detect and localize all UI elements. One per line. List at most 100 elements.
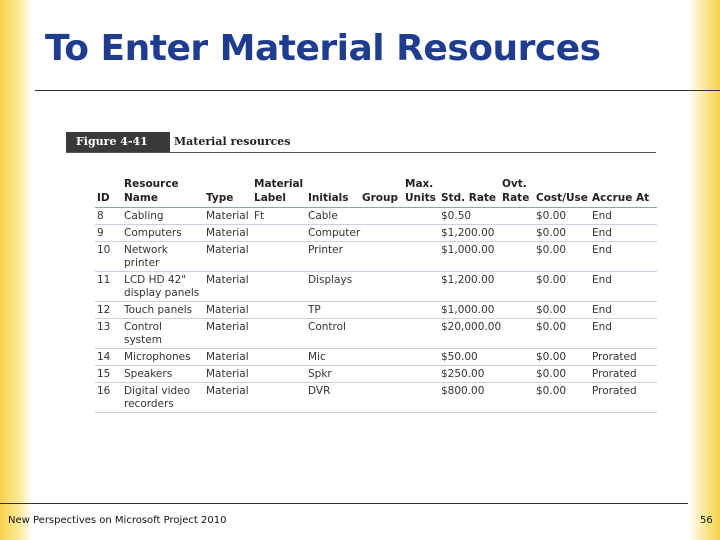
table-cell: 16 [95, 382, 122, 413]
table-cell: 14 [95, 348, 122, 366]
figure-label: Figure 4-41 [66, 132, 170, 152]
table-cell [252, 224, 306, 242]
table-cell: $0.00 [534, 207, 590, 225]
table-cell: Control system [122, 318, 204, 349]
left-band [0, 0, 32, 540]
footer-text: New Perspectives on Microsoft Project 20… [8, 515, 227, 526]
table-cell [360, 318, 403, 349]
table-row: 16 Digital video recorders Material DVR $800… [95, 382, 657, 413]
table-row: 8 Cabling Material Ft Cable $0.50 $0.00 End [95, 207, 657, 225]
table-cell: Material [204, 382, 252, 413]
table-cell: 8 [95, 207, 122, 225]
table-cell: 9 [95, 224, 122, 242]
figure-bar: Figure 4-41 Material resources [66, 132, 656, 153]
table-cell: $0.00 [534, 271, 590, 302]
table-cell: 15 [95, 365, 122, 383]
table-cell: 11 [95, 271, 122, 302]
title: To Enter Material Resources [45, 28, 601, 69]
table-row: 14 Microphones Material Mic $50.00 $0.00 Prora… [95, 348, 657, 366]
header-cell: Ovt. Rate [500, 176, 534, 208]
table-cell: Network printer [122, 241, 204, 272]
table-cell: Material [204, 224, 252, 242]
table-cell [500, 241, 534, 272]
table-cell [360, 382, 403, 413]
table-cell [360, 224, 403, 242]
table-cell: End [590, 318, 657, 349]
table-cell: Material [204, 318, 252, 349]
table-cell [500, 224, 534, 242]
table-cell: 12 [95, 301, 122, 319]
header-cell: Resource Name [122, 176, 204, 208]
table-cell [500, 348, 534, 366]
table-cell: $1,000.00 [439, 301, 500, 319]
footer-rule [0, 503, 688, 504]
table-cell: $0.00 [534, 318, 590, 349]
table-cell [252, 365, 306, 383]
table-cell: $0.00 [534, 365, 590, 383]
page-number: 56 [700, 515, 713, 526]
table-row: 11 LCD HD 42" display panels Material Displ… [95, 271, 657, 302]
table-cell [403, 301, 439, 319]
table-cell: Mic [306, 348, 360, 366]
table-cell: Control [306, 318, 360, 349]
header-cell: Max. Units [403, 176, 439, 208]
table-cell: Computers [122, 224, 204, 242]
header-cell: Type [204, 176, 252, 208]
table-cell [252, 301, 306, 319]
table-cell: End [590, 224, 657, 242]
header-cell: Std. Rate [439, 176, 500, 208]
table-cell: 10 [95, 241, 122, 272]
table-cell: Material [204, 365, 252, 383]
table-cell: DVR [306, 382, 360, 413]
resource-table: ID Resource Name Type Material Label Initial… [95, 176, 657, 413]
table-cell: End [590, 207, 657, 225]
table-cell: 13 [95, 318, 122, 349]
table-cell: $20,000.00 [439, 318, 501, 349]
table-cell: Cable [306, 207, 360, 225]
table-cell: Cabling [122, 207, 204, 225]
table-cell: End [590, 241, 657, 272]
table-cell [252, 271, 306, 302]
table-cell: $1,200.00 [439, 271, 500, 302]
table-cell: End [590, 271, 657, 302]
table-cell: Material [204, 348, 252, 366]
table-cell [403, 241, 439, 272]
title-rule [35, 90, 720, 91]
table-cell: Spkr [306, 365, 360, 383]
table-cell [403, 224, 439, 242]
table-cell: $0.00 [534, 382, 590, 413]
table-cell [252, 241, 306, 272]
table-cell: TP [306, 301, 360, 319]
table-cell: $0.00 [534, 224, 590, 242]
table-cell [403, 348, 439, 366]
table-cell: $50.00 [439, 348, 500, 366]
table-row: 12 Touch panels Material TP $1,000.00 $0.00 En… [95, 301, 657, 319]
table-cell [500, 271, 534, 302]
table-cell [252, 348, 306, 366]
table-cell: $0.00 [534, 301, 590, 319]
header-cell: Material Label [252, 176, 306, 208]
header-cell: Cost/Use [534, 176, 590, 208]
table-cell [500, 382, 534, 413]
table-cell: Speakers [122, 365, 204, 383]
table-cell: Material [204, 241, 252, 272]
table-cell: Material [204, 271, 252, 302]
right-band [688, 0, 720, 540]
table-cell: Displays [306, 271, 360, 302]
table-row: 10 Network printer Material Printer $1,000.0… [95, 241, 657, 272]
table-cell [252, 382, 306, 413]
table-cell: $0.00 [534, 348, 590, 366]
table-cell: Touch panels [122, 301, 204, 319]
table-cell [252, 318, 306, 349]
table-cell [500, 365, 534, 383]
header-cell: Group [360, 176, 403, 208]
table-cell: Computer [306, 224, 360, 242]
table-cell: LCD HD 42" display panels [122, 271, 204, 302]
header-cell: Initials [306, 176, 360, 208]
table-cell: Material [204, 301, 252, 319]
table-cell: Printer [306, 241, 360, 272]
header-row: ID Resource Name Type Material Label Initial… [95, 176, 657, 208]
table-cell [403, 271, 439, 302]
table-cell: $0.00 [534, 241, 590, 272]
